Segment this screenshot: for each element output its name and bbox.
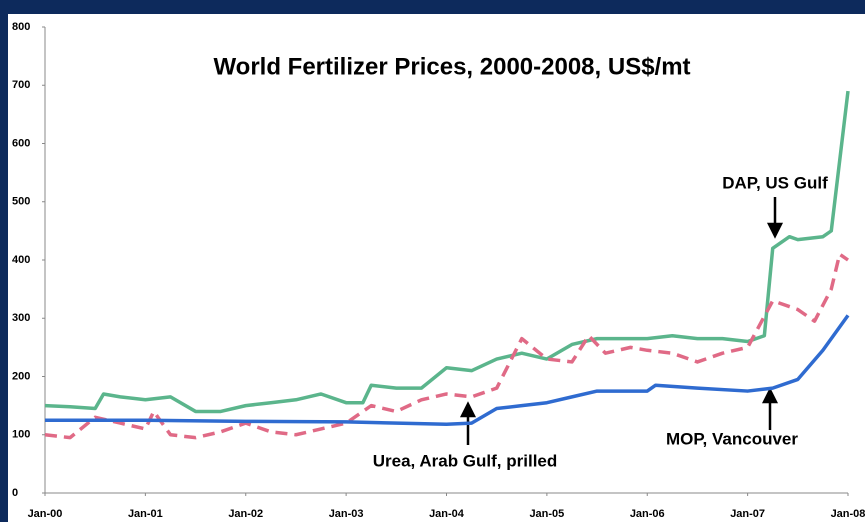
- x-tick-label: Jan-06: [630, 508, 665, 520]
- annotation: Urea, Arab Gulf, prilled: [373, 451, 558, 470]
- chart-title: World Fertilizer Prices, 2000-2008, US$/…: [213, 53, 690, 80]
- y-tick-label: 100: [12, 429, 30, 441]
- plot-background: [8, 14, 865, 522]
- x-tick-label: Jan-01: [128, 508, 163, 520]
- annotation: MOP, Vancouver: [666, 429, 798, 448]
- series-line: [44, 252, 850, 440]
- x-tick-label: Jan-02: [228, 508, 263, 520]
- series-line: [45, 314, 850, 427]
- x-tick-label: Jan-08: [831, 508, 865, 520]
- y-tick-label: 500: [12, 196, 30, 208]
- y-tick-label: 800: [12, 21, 30, 33]
- series-line: [44, 90, 850, 414]
- y-tick-label: 0: [12, 487, 18, 499]
- arrows: [459, 197, 784, 445]
- x-tick-label: Jan-00: [28, 508, 63, 520]
- y-tick-label: 200: [12, 370, 30, 382]
- annotation: DAP, US Gulf: [722, 173, 828, 192]
- arrow-head: [459, 401, 477, 418]
- y-tick-label: 600: [12, 137, 30, 149]
- x-tick-label: Jan-04: [429, 508, 465, 520]
- y-tick-label: 300: [12, 312, 30, 324]
- x-tick-label: Jan-05: [529, 508, 564, 520]
- arrow-head: [761, 387, 779, 404]
- x-tick-label: Jan-03: [329, 508, 364, 520]
- arrow-head: [766, 222, 784, 239]
- y-tick-label: 400: [12, 254, 30, 266]
- y-tick-label: 700: [12, 79, 30, 91]
- x-tick-label: Jan-07: [730, 508, 765, 520]
